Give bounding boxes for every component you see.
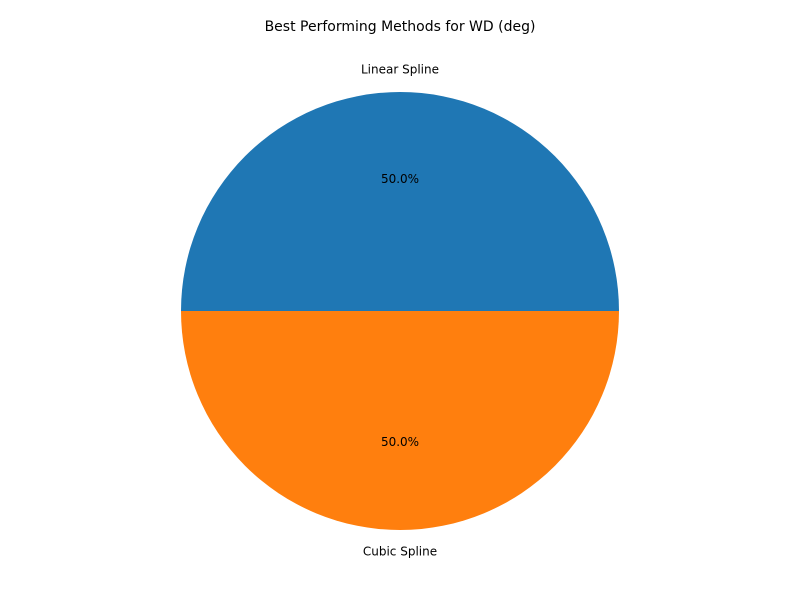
pie-slice-cubic-spline (181, 311, 619, 530)
pie-slices (181, 92, 619, 530)
slice-percent-label: 50.0% (381, 172, 419, 186)
slice-label: Linear Spline (361, 63, 439, 77)
pie-slice-linear-spline (181, 92, 619, 311)
chart-title: Best Performing Methods for WD (deg) (265, 19, 536, 35)
slice-label: Cubic Spline (363, 544, 437, 558)
slice-percent-label: 50.0% (381, 435, 419, 449)
pie-labels: Linear Spline 50.0% Cubic Spline 50.0% (361, 63, 439, 559)
